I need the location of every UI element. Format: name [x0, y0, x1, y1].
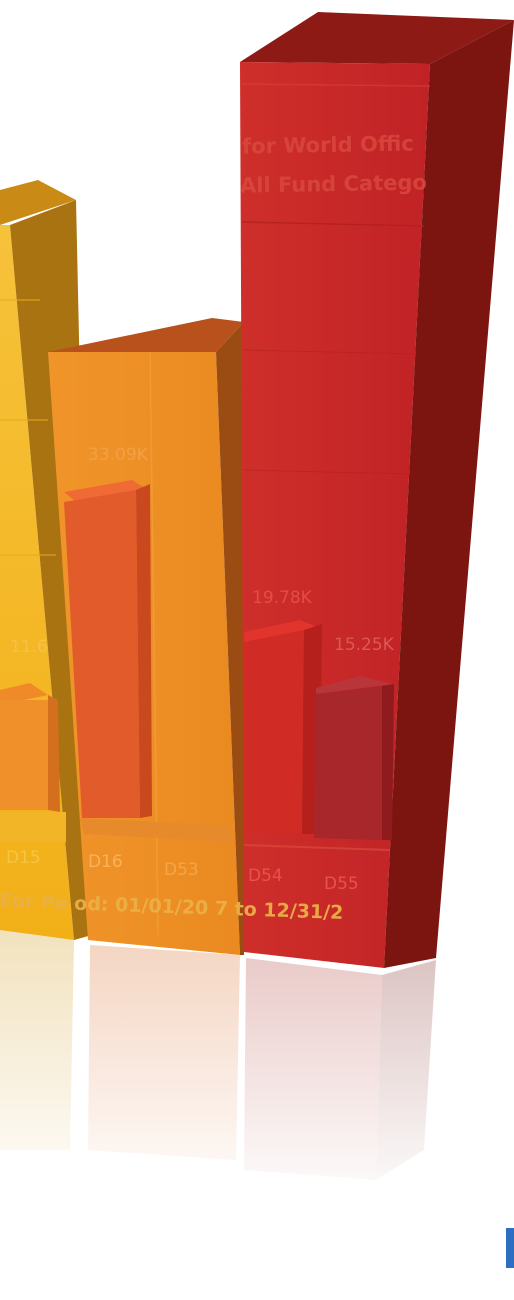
inner-value-label: 15.25K: [334, 635, 394, 655]
inner-value-label: 19.78K: [252, 588, 312, 608]
category-code-label: D55: [324, 874, 359, 894]
red-bar: [240, 12, 514, 968]
category-code-label: D53: [164, 860, 199, 880]
overlay-title-line1: for World Offic: [241, 131, 414, 159]
blue-bar-icon: [506, 1228, 514, 1268]
orange-bar: [48, 318, 244, 955]
category-code-label: D54: [248, 866, 283, 886]
inner-value-label: 11.6: [10, 637, 48, 657]
overlay-title-line2: All Fund Catego: [239, 170, 428, 198]
category-code-label: D16: [88, 852, 123, 872]
inner-value-label: 33.09K: [88, 445, 148, 465]
category-code-label: D15: [6, 848, 41, 868]
